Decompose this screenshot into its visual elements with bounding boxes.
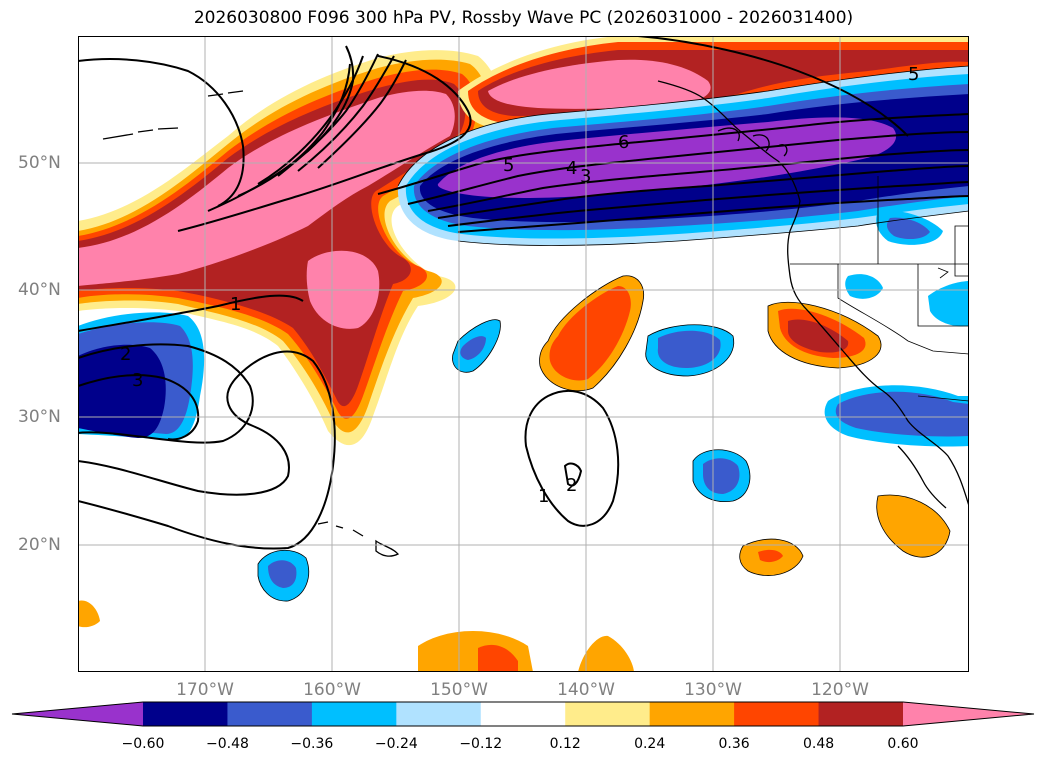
colorbar-segment — [480, 702, 566, 726]
colorbar-segments — [12, 702, 1034, 726]
coastlines — [102, 80, 969, 557]
lon-label: 140°W — [557, 680, 615, 700]
lon-label: 130°W — [684, 680, 742, 700]
lon-label: 160°W — [303, 680, 361, 700]
negative-pv-blobs — [258, 210, 969, 602]
contour-labels: 1 2 3 5 4 3 6 1 2 5 — [120, 64, 919, 507]
positive-pv-blobs — [78, 302, 950, 672]
colorbar-tick-label: −0.60 — [121, 736, 165, 752]
state-borders — [790, 176, 969, 402]
colorbar-extend-high — [903, 702, 1034, 726]
contour-label: 1 — [230, 294, 241, 315]
colorbar-tick-label: −0.12 — [459, 736, 503, 752]
colorbar-tick-label: −0.48 — [205, 736, 249, 752]
colorbar — [11, 701, 1035, 727]
colorbar-tick-label: 0.24 — [634, 736, 666, 752]
contour-label: 6 — [618, 132, 629, 153]
colorbar-segment — [818, 702, 904, 726]
positive-pv-patch-central — [539, 275, 644, 391]
positive-pv-band-north-west — [78, 50, 502, 446]
pc-contours — [78, 36, 969, 550]
lon-label: 170°W — [176, 680, 234, 700]
colorbar-tick-label: 0.48 — [802, 736, 835, 752]
negative-pv-patch-west — [78, 312, 205, 441]
contour-label: 1 — [538, 486, 549, 507]
colorbar-segment — [227, 702, 313, 726]
colorbar-segment — [311, 702, 397, 726]
lat-label: 30°N — [18, 407, 61, 427]
lat-label: 40°N — [18, 280, 61, 300]
map-panel: 1 2 3 5 4 3 6 1 2 5 — [78, 36, 969, 672]
contour-label: 2 — [566, 475, 577, 496]
colorbar-tick-label: −0.36 — [290, 736, 334, 752]
contour-label: 5 — [503, 155, 514, 176]
colorbar-segment — [565, 702, 651, 726]
colorbar-segment — [649, 702, 735, 726]
contour-label: 2 — [120, 344, 131, 365]
colorbar-extend-low — [12, 702, 143, 726]
contour-label: 5 — [908, 64, 919, 85]
lon-label: 150°W — [430, 680, 488, 700]
lon-label: 120°W — [811, 680, 869, 700]
colorbar-segment — [396, 702, 482, 726]
lat-label: 50°N — [18, 153, 61, 173]
map-title: 2026030800 F096 300 hPa PV, Rossby Wave … — [193, 8, 854, 28]
colorbar-segment — [143, 702, 228, 726]
colorbar-tick-label: 0.60 — [887, 736, 919, 752]
colorbar-segment — [734, 702, 820, 726]
contour-label: 4 — [566, 158, 577, 179]
colorbar-tick-label: 0.36 — [718, 736, 750, 752]
lat-label: 20°N — [18, 535, 61, 555]
colorbar-tick-label: 0.12 — [549, 736, 581, 752]
pv-outline-contours — [257, 65, 969, 602]
contour-label: 3 — [132, 370, 143, 391]
contour-label: 3 — [580, 166, 591, 187]
gridlines — [78, 36, 969, 672]
colorbar-tick-label: −0.24 — [374, 736, 418, 752]
